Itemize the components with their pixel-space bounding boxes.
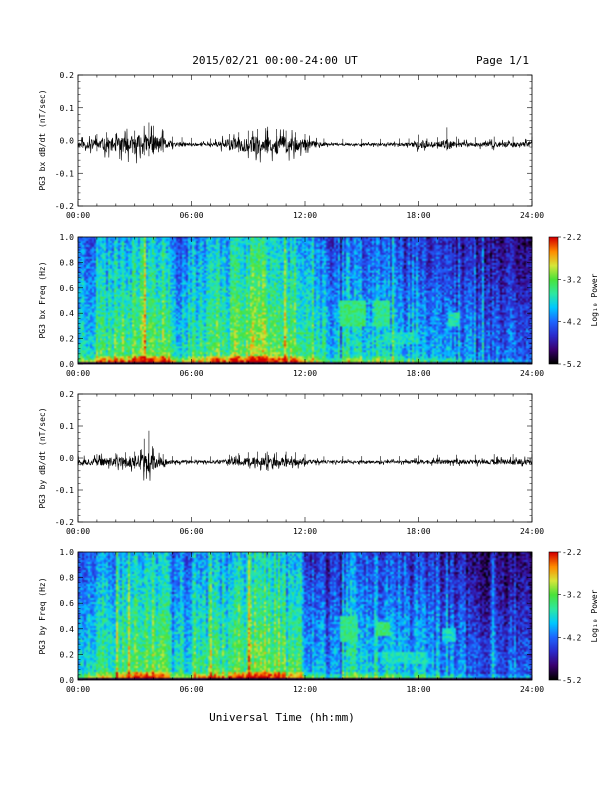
bx-spec-ytick-label: 0.4 xyxy=(60,309,75,318)
by-colorbar-label: Log₁₀ Power xyxy=(590,589,599,642)
bx-ts-ytick-label: -0.1 xyxy=(55,169,74,178)
by-spec-ytick-label: 0.0 xyxy=(60,676,75,685)
bx-spec-colorbar-tick-label: -2.2 xyxy=(562,233,581,242)
by-spec-xtick-label: 18:00 xyxy=(406,685,430,694)
bx-ts-xtick-label: 06:00 xyxy=(179,211,203,220)
bx-spectrogram-ylabel: PG3 bx Freq (Hz) xyxy=(38,261,47,338)
bx-colorbar-label: Log₁₀ Power xyxy=(590,273,599,326)
by-spec-colorbar xyxy=(549,552,558,680)
trace-line xyxy=(77,122,533,164)
x-axis-title: Universal Time (hh:mm) xyxy=(209,711,355,724)
bx-ts-ytick-label: 0.2 xyxy=(60,71,75,80)
by-spec-xtick-label: 06:00 xyxy=(179,685,203,694)
bx-spec-colorbar-tick-label: -4.2 xyxy=(562,318,581,327)
by-ts-xtick-label: 00:00 xyxy=(66,527,90,536)
by-ts-ytick-label: 0.0 xyxy=(60,454,75,463)
bx-spec-colorbar xyxy=(549,237,558,364)
by-spec-xtick-label: 12:00 xyxy=(293,685,317,694)
bx-spec-xtick-label: 12:00 xyxy=(293,369,317,378)
bx-ts-ytick-label: 0.1 xyxy=(60,104,75,113)
bx-ts-ytick-label: -0.2 xyxy=(55,202,74,211)
bx-spec-colorbar-tick-label: -3.2 xyxy=(562,275,581,284)
bx-timeseries-panel: PG3 bx dB/dt (nT/sec) 00:00 06:00 12:00 18:… xyxy=(38,71,544,220)
by-ts-ytick-label: -0.2 xyxy=(55,518,74,527)
by-spec-colorbar-frame xyxy=(548,551,559,681)
by-spec-colorbar-tick-label: -3.2 xyxy=(562,591,581,600)
by-spec-colorbar-tick-label: -2.2 xyxy=(562,548,581,557)
by-spec-colorbar-tick-label: -4.2 xyxy=(562,633,581,642)
by-spec-colorbar-tick-label: -5.2 xyxy=(562,676,581,685)
bx-spec-colorbar-frame xyxy=(548,236,559,365)
by-ts-xtick-label: 24:00 xyxy=(520,527,544,536)
by-spectrogram-panel: PG3 by Freq (Hz) Log₁₀ Power 00:00 06:00 1… xyxy=(38,548,599,694)
bx-ts-xtick-label: 00:00 xyxy=(66,211,90,220)
bx-spectrogram-panel: PG3 bx Freq (Hz) Log₁₀ Power 00:00 06:00 1… xyxy=(38,233,599,378)
bx-ts-xtick-label: 24:00 xyxy=(520,211,544,220)
trace-line xyxy=(77,430,533,481)
bx-ts-xtick-label: 12:00 xyxy=(293,211,317,220)
by-ts-xtick-label: 06:00 xyxy=(179,527,203,536)
bx-ts-xtick-label: 18:00 xyxy=(406,211,430,220)
page-label: Page 1/1 xyxy=(476,54,529,67)
by-spec-ytick-label: 0.2 xyxy=(60,650,75,659)
by-spec-ytick-label: 0.8 xyxy=(60,574,75,583)
bx-spec-ytick-label: 0.6 xyxy=(60,284,75,293)
by-spec-ytick-label: 0.4 xyxy=(60,625,75,634)
by-ts-xtick-label: 12:00 xyxy=(293,527,317,536)
bx-spec-colorbar-tick-label: -5.2 xyxy=(562,360,581,369)
spectrogram-image xyxy=(78,237,532,364)
bx-spec-ytick-label: 0.0 xyxy=(60,360,75,369)
bx-spec-xtick-label: 06:00 xyxy=(179,369,203,378)
bx-spec-xtick-label: 18:00 xyxy=(406,369,430,378)
by-spec-xtick-label: 24:00 xyxy=(520,685,544,694)
bx-timeseries-ylabel: PG3 bx dB/dt (nT/sec) xyxy=(38,89,47,190)
date-title: 2015/02/21 00:00-24:00 UT xyxy=(192,54,358,67)
bx-spec-ytick-label: 0.8 xyxy=(60,258,75,267)
bx-ts-ytick-label: 0.0 xyxy=(60,137,75,146)
by-ts-ytick-label: -0.1 xyxy=(55,486,74,495)
by-spec-xtick-label: 00:00 xyxy=(66,685,90,694)
by-ts-xtick-label: 18:00 xyxy=(406,527,430,536)
by-ts-ytick-label: 0.2 xyxy=(60,390,75,399)
bx-spec-xtick-label: 24:00 xyxy=(520,369,544,378)
spectrogram-image xyxy=(78,552,532,680)
bx-spec-ytick-label: 0.2 xyxy=(60,335,75,344)
by-spec-ytick-label: 0.6 xyxy=(60,599,75,608)
by-ts-ytick-label: 0.1 xyxy=(60,422,75,431)
bx-spec-ytick-label: 1.0 xyxy=(60,233,75,242)
by-spec-ytick-label: 1.0 xyxy=(60,548,75,557)
by-timeseries-panel: PG3 by dB/dt (nT/sec) 00:00 06:00 12:00 18:… xyxy=(38,390,544,536)
by-spectrogram-ylabel: PG3 by Freq (Hz) xyxy=(38,577,47,654)
by-timeseries-ylabel: PG3 by dB/dt (nT/sec) xyxy=(38,407,47,508)
bx-spec-xtick-label: 00:00 xyxy=(66,369,90,378)
